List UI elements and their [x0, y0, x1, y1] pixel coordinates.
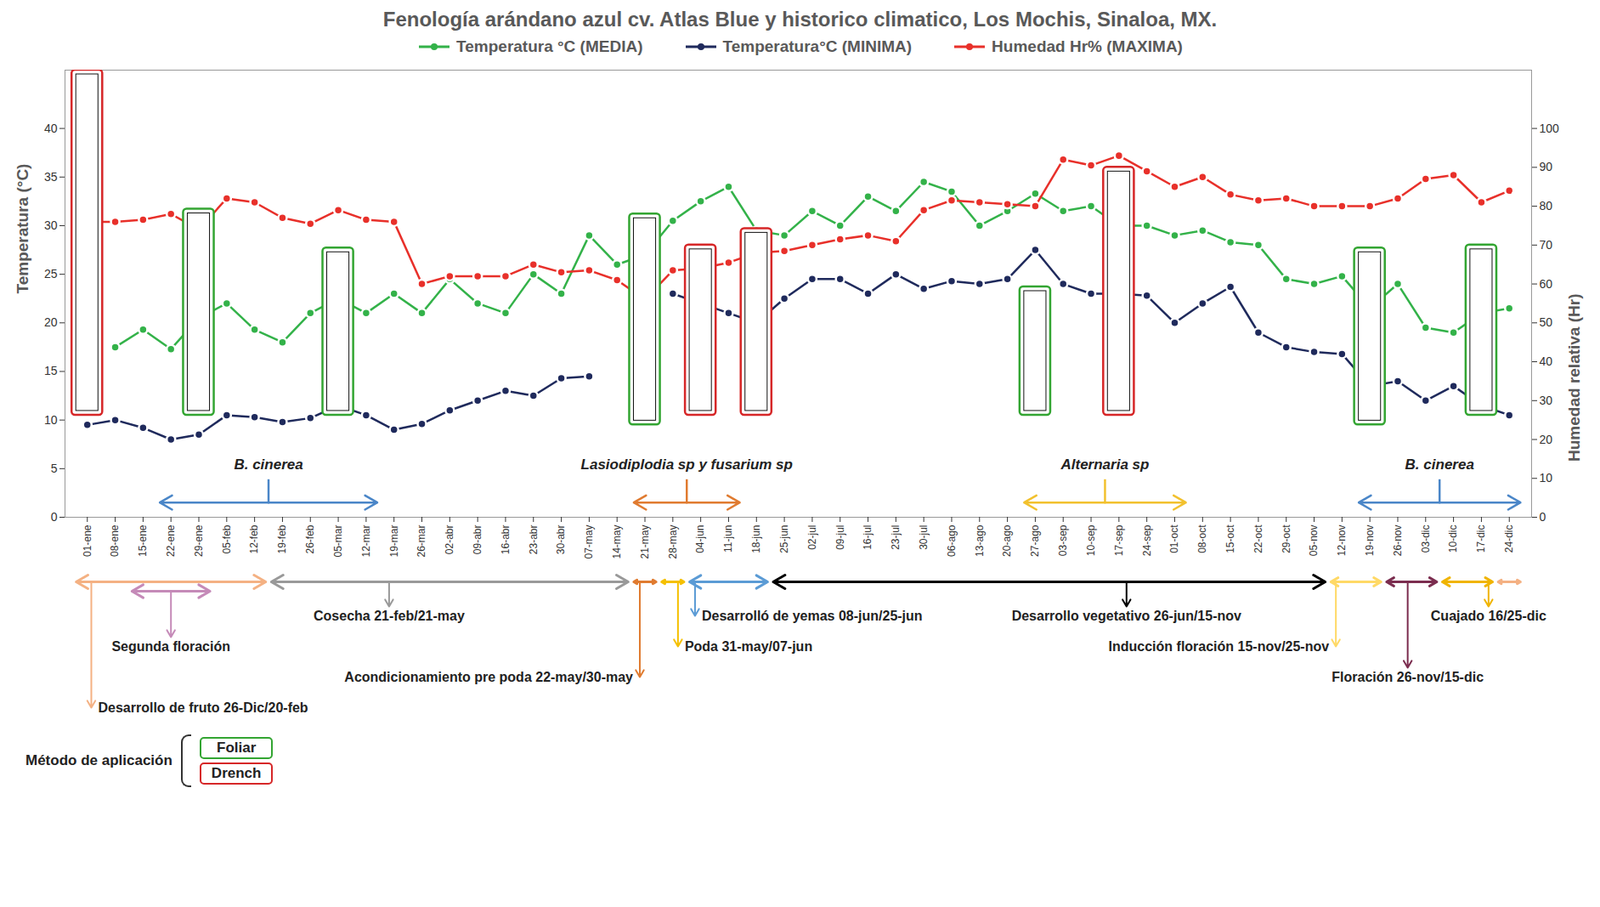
svg-text:19-mar: 19-mar — [388, 525, 401, 558]
svg-text:Segunda floración: Segunda floración — [111, 638, 231, 654]
svg-text:01-ene: 01-ene — [81, 524, 94, 557]
svg-text:60: 60 — [1539, 277, 1554, 291]
svg-text:Humedad relativa (Hr): Humedad relativa (Hr) — [1565, 293, 1584, 462]
svg-text:50: 50 — [1539, 315, 1554, 329]
svg-text:12-feb: 12-feb — [248, 524, 261, 554]
svg-text:Alternaria sp: Alternaria sp — [1059, 456, 1149, 473]
svg-text:03-dic: 03-dic — [1419, 525, 1432, 554]
svg-text:B. cinerea: B. cinerea — [233, 456, 303, 473]
svg-text:Cosecha 21-feb/21-may: Cosecha 21-feb/21-may — [313, 608, 465, 623]
html-text:Temperatura °C (MEDIA): Temperatura °C (MEDIA) — [456, 37, 643, 56]
svg-text:17-sep: 17-sep — [1113, 524, 1126, 556]
svg-text:11-jun: 11-jun — [722, 525, 735, 553]
svg-text:90: 90 — [1539, 159, 1554, 174]
svg-text:18-jun: 18-jun — [750, 525, 763, 554]
svg-text:19-feb: 19-feb — [276, 524, 289, 554]
svg-text:03-sep: 03-sep — [1057, 524, 1069, 556]
svg-text:02-jul: 02-jul — [806, 525, 819, 550]
svg-text:30: 30 — [1539, 393, 1554, 408]
svg-text:20: 20 — [1539, 432, 1554, 447]
svg-text:Desarrollo vegetativo 26-jun/1: Desarrollo vegetativo 26-jun/15-nov — [1012, 608, 1242, 623]
svg-text:21-may: 21-may — [638, 525, 651, 560]
svg-text:30-jul: 30-jul — [917, 525, 930, 550]
svg-text:Poda 31-may/07-jun: Poda 31-may/07-jun — [684, 638, 813, 654]
svg-text:B. cinerea: B. cinerea — [1405, 456, 1475, 473]
svg-text:24-dic: 24-dic — [1503, 525, 1516, 554]
svg-text:Inducción floración 15-nov/25-: Inducción floración 15-nov/25-nov — [1108, 638, 1330, 654]
svg-text:0: 0 — [50, 509, 58, 524]
svg-text:16-abr: 16-abr — [499, 524, 512, 555]
svg-text:02-abr: 02-abr — [443, 524, 456, 555]
svg-text:08-ene: 08-ene — [108, 524, 121, 557]
svg-text:01-oct: 01-oct — [1168, 524, 1181, 554]
svg-text:5: 5 — [50, 461, 58, 475]
svg-text:09-jul: 09-jul — [834, 525, 847, 550]
svg-text:07-may: 07-may — [582, 525, 595, 560]
html-text:Fenología arándano azul cv. At: Fenología arándano azul cv. Atlas Blue y… — [382, 7, 1218, 31]
svg-text:14-may: 14-may — [610, 525, 623, 560]
svg-text:15: 15 — [44, 363, 58, 378]
svg-text:22-oct: 22-oct — [1252, 524, 1265, 554]
svg-text:100: 100 — [1539, 121, 1561, 136]
svg-text:23-abr: 23-abr — [527, 524, 540, 555]
html-text:Humedad Hr% (MAXIMA): Humedad Hr% (MAXIMA) — [991, 37, 1183, 56]
svg-text:05-nov: 05-nov — [1307, 525, 1320, 557]
svg-text:12-mar: 12-mar — [360, 525, 373, 558]
svg-text:23-jul: 23-jul — [889, 525, 902, 550]
svg-text:30-abr: 30-abr — [554, 524, 567, 555]
svg-text:Cuajado 16/25-dic: Cuajado 16/25-dic — [1430, 608, 1547, 623]
svg-text:29-oct: 29-oct — [1280, 524, 1293, 554]
svg-text:15-oct: 15-oct — [1224, 524, 1237, 554]
svg-text:35: 35 — [44, 169, 58, 184]
svg-text:10: 10 — [44, 412, 58, 427]
html-text:Temperatura°C (MINIMA): Temperatura°C (MINIMA) — [722, 37, 912, 56]
svg-text:15-ene: 15-ene — [136, 524, 149, 557]
svg-text:10-dic: 10-dic — [1447, 525, 1459, 554]
svg-text:0: 0 — [1539, 509, 1547, 524]
svg-text:27-ago: 27-ago — [1028, 524, 1041, 557]
svg-text:Desarrolló de yemas 08-jun/25-: Desarrolló de yemas 08-jun/25-jun — [701, 608, 923, 623]
svg-text:Lasiodiplodia sp y fusarium sp: Lasiodiplodia sp y fusarium sp — [581, 456, 793, 473]
svg-text:16-jul: 16-jul — [861, 525, 874, 550]
svg-text:13-ago: 13-ago — [973, 524, 986, 557]
svg-text:06-ago: 06-ago — [945, 524, 958, 557]
svg-text:Acondicionamiento pre poda 22-: Acondicionamiento pre poda 22-may/30-may — [344, 669, 634, 685]
svg-text:28-may: 28-may — [667, 525, 679, 560]
svg-text:26-mar: 26-mar — [415, 525, 428, 558]
svg-text:26-nov: 26-nov — [1391, 525, 1404, 557]
svg-text:80: 80 — [1539, 198, 1554, 213]
svg-text:Temperatura (°C): Temperatura (°C) — [13, 163, 32, 294]
svg-text:12-nov: 12-nov — [1335, 525, 1348, 557]
svg-text:17-dic: 17-dic — [1475, 525, 1487, 554]
svg-text:04-jun: 04-jun — [694, 525, 707, 554]
svg-text:08-oct: 08-oct — [1196, 524, 1209, 554]
svg-text:19-nov: 19-nov — [1363, 525, 1376, 557]
svg-text:10: 10 — [1539, 470, 1554, 485]
svg-text:22-ene: 22-ene — [164, 524, 177, 557]
html-text:Método de aplicación: Método de aplicación — [25, 751, 173, 769]
html-text:Foliar: Foliar — [216, 739, 257, 756]
svg-text:40: 40 — [44, 121, 58, 136]
svg-text:Desarrollo de fruto 26-Dic/20-: Desarrollo de fruto 26-Dic/20-feb — [97, 700, 308, 715]
svg-text:25: 25 — [44, 266, 58, 281]
svg-text:29-ene: 29-ene — [192, 524, 205, 557]
svg-text:40: 40 — [1539, 354, 1554, 368]
svg-text:10-sep: 10-sep — [1085, 524, 1097, 556]
svg-text:25-jun: 25-jun — [778, 525, 791, 554]
svg-text:20: 20 — [44, 315, 58, 329]
html-text:Drench: Drench — [211, 764, 262, 781]
svg-text:20-ago: 20-ago — [1000, 524, 1013, 557]
svg-text:70: 70 — [1539, 237, 1554, 252]
svg-text:24-sep: 24-sep — [1141, 524, 1154, 556]
svg-text:09-abr: 09-abr — [471, 524, 484, 555]
svg-text:Floración 26-nov/15-dic: Floración 26-nov/15-dic — [1331, 669, 1484, 685]
svg-text:05-mar: 05-mar — [332, 525, 345, 558]
svg-text:26-feb: 26-feb — [304, 524, 317, 554]
svg-text:30: 30 — [44, 218, 58, 232]
svg-text:05-feb: 05-feb — [220, 524, 233, 554]
